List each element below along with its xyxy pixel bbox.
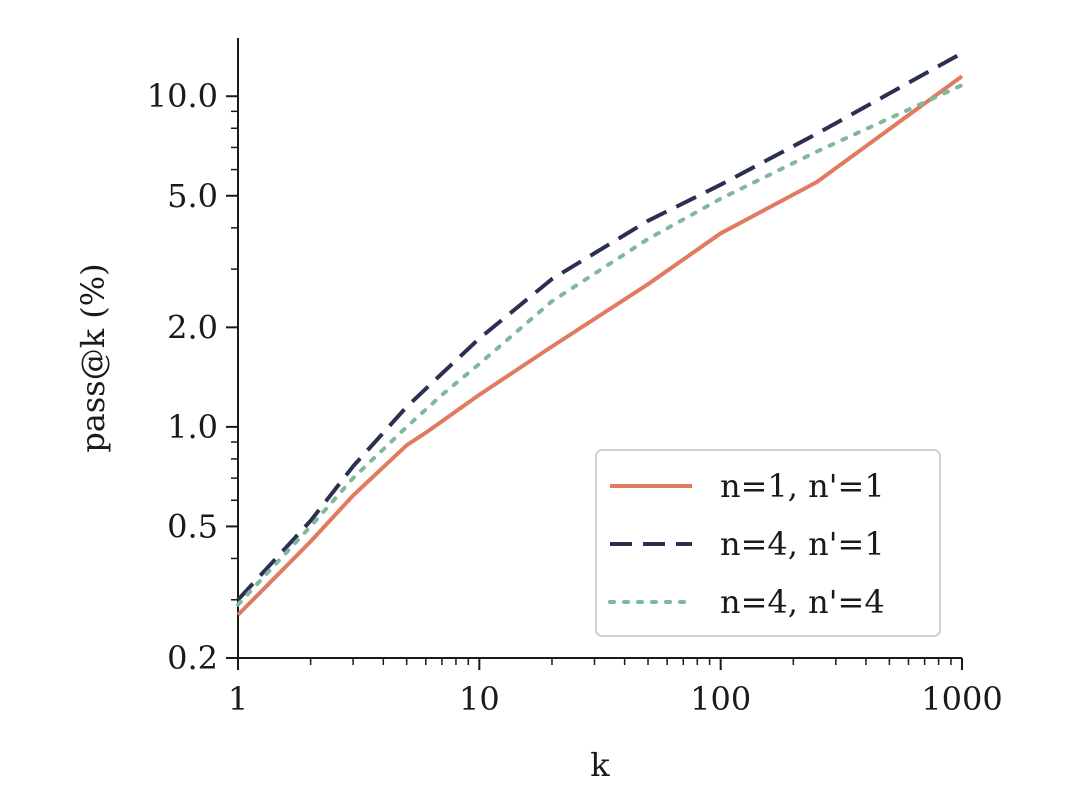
series-line-3 — [236, 83, 964, 607]
series-lines — [236, 51, 964, 617]
series-line-1 — [236, 74, 964, 617]
y-tick-label: 0.5 — [167, 507, 218, 545]
x-tick-label: 1 — [228, 680, 248, 718]
y-tick-label: 2.0 — [167, 308, 218, 346]
axes — [237, 38, 962, 659]
legend-label-2: n=4, n'=1 — [720, 525, 885, 563]
y-tick-label: 5.0 — [167, 177, 218, 215]
x-tick-label: 10 — [459, 680, 500, 718]
legend-frame — [595, 449, 941, 637]
legend: n=1, n'=1 n=4, n'=1 n=4, n'=4 — [595, 449, 941, 637]
y-tick-label: 10.0 — [147, 77, 218, 115]
ticks: 1 10 100 1000 0.2 0.5 1.0 2.0 5.0 10.0 — [147, 77, 1003, 718]
x-tick-label: 1000 — [921, 680, 1002, 718]
legend-label-1: n=1, n'=1 — [720, 467, 885, 505]
y-tick-label: 1.0 — [167, 408, 218, 446]
x-axis-label: k — [590, 746, 610, 784]
y-axis-label: pass@k (%) — [74, 263, 112, 452]
legend-label-3: n=4, n'=4 — [720, 583, 885, 621]
series-line-2 — [236, 51, 963, 602]
y-tick-label: 0.2 — [167, 639, 218, 677]
x-tick-label: 100 — [690, 680, 751, 718]
